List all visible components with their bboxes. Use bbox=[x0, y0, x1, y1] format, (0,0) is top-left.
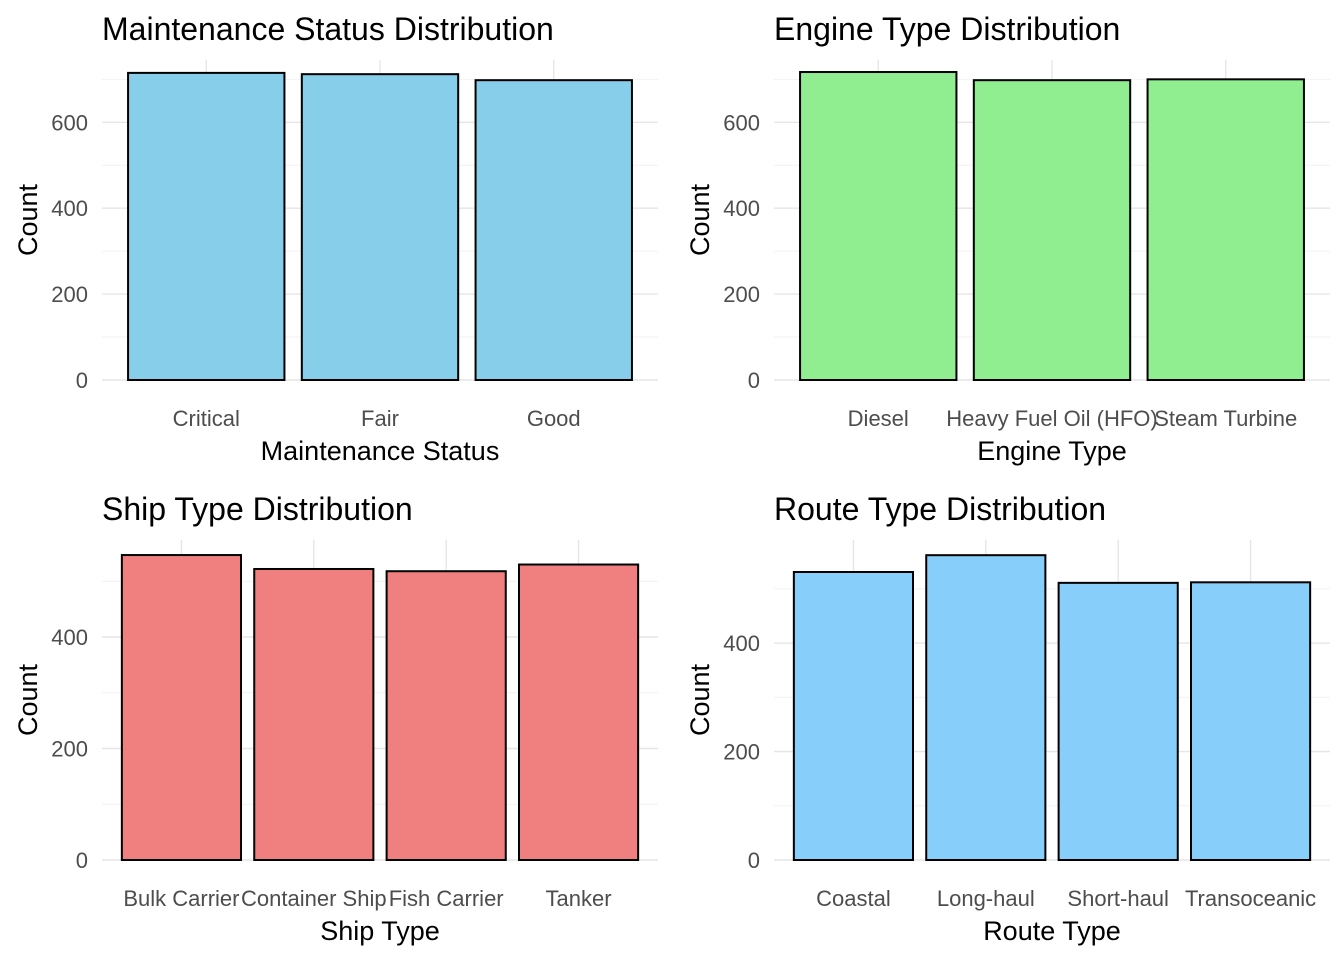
chart-title: Maintenance Status Distribution bbox=[102, 11, 554, 47]
x-axis-title: Route Type bbox=[983, 916, 1121, 946]
y-tick-label: 600 bbox=[723, 110, 760, 135]
chart-svg: 0 200 400 Coastal Long-haul Short-haul Transoc… bbox=[685, 491, 1330, 946]
x-tick-label: Steam Turbine bbox=[1154, 406, 1297, 431]
y-axis-title: Count bbox=[13, 183, 43, 256]
y-tick-label: 0 bbox=[748, 848, 760, 873]
x-tick-label: Short-haul bbox=[1067, 886, 1169, 911]
bar-diesel bbox=[799, 71, 958, 381]
y-tick-label: 0 bbox=[76, 848, 88, 873]
bar-steam-turbine bbox=[1146, 78, 1305, 381]
y-tick-label: 0 bbox=[76, 368, 88, 393]
bar-critical bbox=[127, 71, 286, 382]
chart-svg: 0 200 400 600 Critical Fair Good Maintenance St… bbox=[13, 11, 658, 466]
y-axis-title: Count bbox=[685, 183, 715, 256]
y-tick-label: 200 bbox=[51, 282, 88, 307]
bar-tanker bbox=[518, 563, 640, 862]
y-axis-title: Count bbox=[685, 663, 715, 736]
bar-short-haul bbox=[1057, 581, 1179, 862]
bar-fish-carrier bbox=[385, 570, 507, 861]
x-tick-label: Bulk Carrier bbox=[123, 886, 239, 911]
y-tick-label: 400 bbox=[723, 196, 760, 221]
y-tick-label: 400 bbox=[723, 631, 760, 656]
x-tick-label: Tanker bbox=[546, 886, 612, 911]
chart-engine-type: 0 200 400 600 Diesel Heavy Fuel Oil (HFO) Stea… bbox=[672, 0, 1344, 480]
chart-svg: 0 200 400 Bulk Carrier Container Ship Fish Ca… bbox=[13, 491, 658, 946]
x-tick-label: Diesel bbox=[848, 406, 909, 431]
chart-title: Engine Type Distribution bbox=[774, 11, 1120, 47]
x-tick-label: Long-haul bbox=[937, 886, 1035, 911]
bar-good bbox=[474, 79, 633, 381]
y-tick-label: 400 bbox=[51, 625, 88, 650]
x-tick-label: Coastal bbox=[816, 886, 891, 911]
chart-svg: 0 200 400 600 Diesel Heavy Fuel Oil (HFO)Stea… bbox=[685, 11, 1330, 466]
chart-route-type: 0 200 400 Coastal Long-haul Short-haul Transoc… bbox=[672, 480, 1344, 960]
y-tick-label: 0 bbox=[748, 368, 760, 393]
x-tick-label: Container Ship bbox=[241, 886, 387, 911]
bar-fair bbox=[300, 73, 460, 381]
x-tick-label: Fair bbox=[361, 406, 399, 431]
bar-coastal bbox=[792, 571, 914, 861]
bar-long-haul bbox=[925, 554, 1047, 862]
y-tick-label: 200 bbox=[723, 282, 760, 307]
chart-title: Ship Type Distribution bbox=[102, 491, 413, 527]
x-tick-label: Good bbox=[527, 406, 581, 431]
chart-ship-type: 0 200 400 Bulk Carrier Container Ship Fish Ca… bbox=[0, 480, 672, 960]
bar-bulk-carrier bbox=[120, 554, 242, 861]
y-tick-label: 200 bbox=[51, 737, 88, 762]
x-axis-title: Maintenance Status bbox=[261, 436, 500, 466]
bar-container-ship bbox=[253, 567, 375, 862]
x-tick-label: Fish Carrier bbox=[389, 886, 504, 911]
chart-maintenance-status: 0 200 400 600 Critical Fair Good Maintenance St… bbox=[0, 0, 672, 480]
chart-title: Route Type Distribution bbox=[774, 491, 1106, 527]
bar-transoceanic bbox=[1190, 581, 1312, 861]
y-tick-label: 200 bbox=[723, 740, 760, 765]
x-tick-label: Heavy Fuel Oil (HFO) bbox=[946, 406, 1157, 431]
y-tick-label: 400 bbox=[51, 196, 88, 221]
x-tick-label: Transoceanic bbox=[1185, 886, 1316, 911]
y-axis-title: Count bbox=[13, 663, 43, 736]
bar-heavy-fuel-oil-hfo bbox=[972, 79, 1132, 381]
y-tick-label: 600 bbox=[51, 110, 88, 135]
x-tick-label: Critical bbox=[173, 406, 240, 431]
x-axis-title: Engine Type bbox=[977, 436, 1127, 466]
x-axis-title: Ship Type bbox=[320, 916, 440, 946]
